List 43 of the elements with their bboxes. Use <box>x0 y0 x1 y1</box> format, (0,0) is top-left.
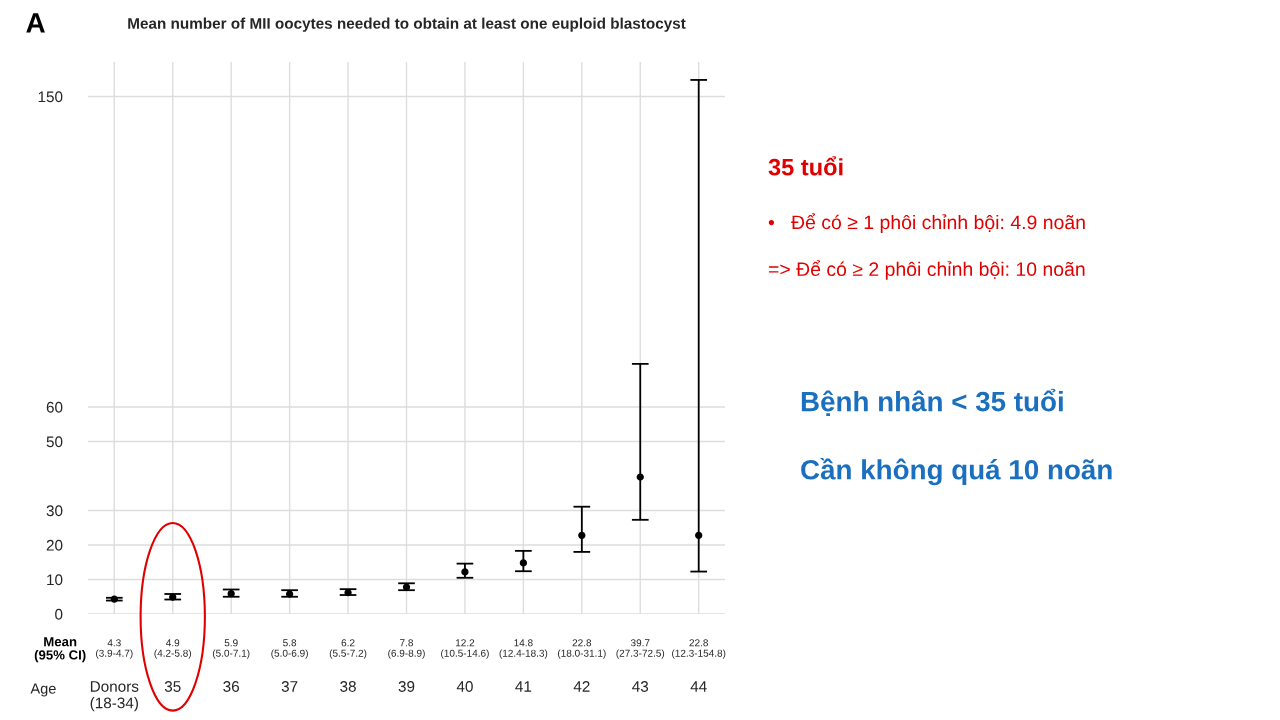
x-tick-label: 43 <box>632 681 649 692</box>
x-tick-label: 41 <box>515 681 532 692</box>
y-tick-label: 10 <box>47 574 63 586</box>
x-axis-title: Age <box>30 683 56 697</box>
data-label: 22.8 (12.3-154.8) <box>672 639 726 659</box>
point <box>519 559 528 567</box>
x-tick-label: 42 <box>573 681 590 692</box>
data-label: 7.8 (6.9-8.9) <box>388 639 425 659</box>
x-tick-label: 35 <box>164 681 181 692</box>
x-tick-label: 40 <box>456 681 473 692</box>
text: Mean (95% CI) <box>34 637 86 663</box>
data-label: 5.9 (5.0-7.1) <box>212 639 250 659</box>
text: Cần không quá 10 noãn <box>801 457 1112 486</box>
text: • Để có ≥ 1 phôi chỉnh bội: 4.9 noãn <box>768 213 1085 234</box>
data-label: 12.2 (10.5-14.6) <box>441 639 489 659</box>
data-label: 39.7 (27.3-72.5) <box>616 639 665 659</box>
x-tick-label: 38 <box>340 681 356 692</box>
text: Bệnh nhân < 35 tuổi <box>801 388 1063 417</box>
point <box>578 531 586 539</box>
data-label: 4.3 (3.9-4.7) <box>96 639 133 659</box>
x-tick-label: 39 <box>398 681 415 692</box>
data-label: 22.8 (18.0-31.1) <box>557 639 606 659</box>
point <box>695 531 703 539</box>
text: A <box>26 13 45 33</box>
chart-title: Mean number of MII oocytes needed to obtain at least one euploid blastocyst <box>128 17 686 32</box>
point <box>636 473 644 481</box>
y-tick-label: 30 <box>46 505 63 517</box>
y-tick-label: 0 <box>55 608 63 620</box>
y-tick-label: 60 <box>46 401 63 413</box>
text: 35 tuổi <box>768 156 843 176</box>
x-tick-label: 44 <box>690 681 707 692</box>
x-tick-label: Donors (18-34) <box>90 681 139 712</box>
y-tick-label: 50 <box>46 436 63 448</box>
data-label: 6.2 (5.5-7.2) <box>329 639 367 659</box>
point <box>461 568 469 576</box>
y-tick-label: 150 <box>38 91 63 103</box>
data-label: 4.9 (4.2-5.8) <box>154 639 192 659</box>
text: => Để có ≥ 2 phôi chỉnh bội: 10 noãn <box>768 260 1085 280</box>
x-tick-label: 37 <box>281 681 298 692</box>
data-label: 14.8 (12.4-18.3) <box>499 639 548 659</box>
data-label: 5.8 (5.0-6.9) <box>271 639 308 659</box>
x-tick-label: 36 <box>223 681 239 692</box>
y-tick-label: 20 <box>46 539 63 551</box>
